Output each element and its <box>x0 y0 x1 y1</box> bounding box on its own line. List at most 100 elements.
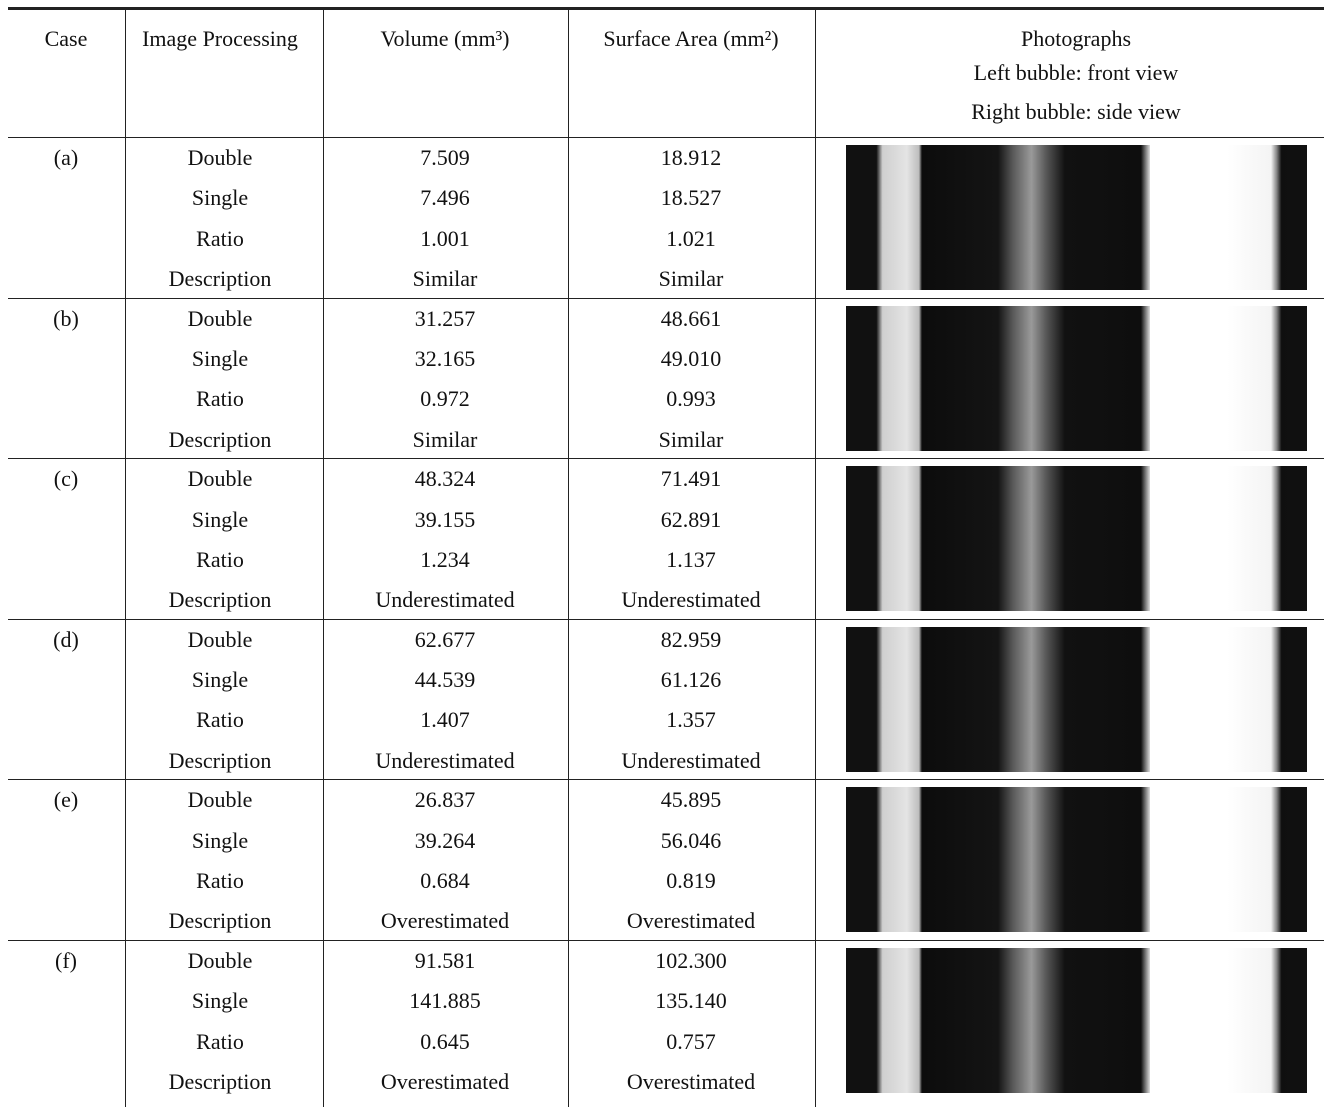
photo-caption: Left bubble: front view <box>974 60 1179 86</box>
volume-cell: 1.234 <box>420 547 470 573</box>
case-label: (f) <box>55 948 77 974</box>
processing-type: Double <box>188 948 253 974</box>
front-view-photo <box>846 787 1150 932</box>
processing-type: Description <box>169 427 272 453</box>
area-cell: 18.527 <box>661 185 722 211</box>
area-cell: Overestimated <box>627 1069 755 1095</box>
area-cell: Underestimated <box>621 748 760 774</box>
header-rule <box>8 137 1324 138</box>
area-cell: 102.300 <box>655 948 727 974</box>
side-view-photo <box>1227 948 1307 1093</box>
column-header: Case <box>45 26 88 52</box>
volume-cell: 0.972 <box>420 386 470 412</box>
row-rule <box>8 298 1324 299</box>
side-view-photo <box>1227 466 1307 611</box>
side-view-photo <box>1227 306 1307 451</box>
column-header: Surface Area (mm²) <box>603 26 778 52</box>
area-cell: 18.912 <box>661 145 722 171</box>
volume-cell: 141.885 <box>409 988 481 1014</box>
area-cell: 82.959 <box>661 627 722 653</box>
case-label: (b) <box>53 306 79 332</box>
front-view-photo <box>846 948 1150 1093</box>
volume-cell: Underestimated <box>375 748 514 774</box>
volume-cell: Similar <box>413 427 478 453</box>
processing-type: Double <box>188 787 253 813</box>
front-view-photo <box>846 466 1150 611</box>
processing-type: Ratio <box>196 386 244 412</box>
front-view-photo <box>846 627 1150 772</box>
processing-type: Single <box>192 185 248 211</box>
volume-cell: 48.324 <box>415 466 476 492</box>
table-page: Case Image Processing Volume (mm³) Surface … <box>0 0 1324 1107</box>
volume-cell: 7.509 <box>420 145 470 171</box>
column-header: Image Processing <box>142 26 298 52</box>
processing-type: Ratio <box>196 1029 244 1055</box>
area-cell: 71.491 <box>661 466 722 492</box>
area-cell: 56.046 <box>661 828 722 854</box>
area-cell: 49.010 <box>661 346 722 372</box>
volume-cell: 62.677 <box>415 627 476 653</box>
area-cell: 1.021 <box>666 226 716 252</box>
case-label: (d) <box>53 627 79 653</box>
volume-cell: Overestimated <box>381 1069 509 1095</box>
column-header: Photographs <box>1021 26 1131 52</box>
processing-type: Description <box>169 748 272 774</box>
area-cell: 135.140 <box>655 988 727 1014</box>
case-label: (a) <box>54 145 78 171</box>
processing-type: Single <box>192 988 248 1014</box>
area-cell: Similar <box>659 427 724 453</box>
processing-type: Description <box>169 266 272 292</box>
column-rule <box>323 10 324 1107</box>
processing-type: Double <box>188 627 253 653</box>
area-cell: Overestimated <box>627 908 755 934</box>
volume-cell: Similar <box>413 266 478 292</box>
side-view-photo <box>1227 145 1307 290</box>
processing-type: Double <box>188 306 253 332</box>
processing-type: Single <box>192 667 248 693</box>
volume-cell: 26.837 <box>415 787 476 813</box>
volume-cell: 91.581 <box>415 948 476 974</box>
volume-cell: Underestimated <box>375 587 514 613</box>
volume-cell: 31.257 <box>415 306 476 332</box>
processing-type: Description <box>169 908 272 934</box>
processing-type: Single <box>192 507 248 533</box>
photo-caption: Right bubble: side view <box>971 99 1181 125</box>
column-rule <box>568 10 569 1107</box>
area-cell: 61.126 <box>661 667 722 693</box>
volume-cell: 39.155 <box>415 507 476 533</box>
case-label: (e) <box>54 787 78 813</box>
processing-type: Description <box>169 587 272 613</box>
side-view-photo <box>1227 787 1307 932</box>
row-rule <box>8 619 1324 620</box>
row-rule <box>8 940 1324 941</box>
volume-cell: 0.684 <box>420 868 470 894</box>
volume-cell: 1.407 <box>420 707 470 733</box>
area-cell: 45.895 <box>661 787 722 813</box>
column-header: Volume (mm³) <box>380 26 509 52</box>
volume-cell: 7.496 <box>420 185 470 211</box>
volume-cell: 32.165 <box>415 346 476 372</box>
front-view-photo <box>846 145 1150 290</box>
area-cell: 0.819 <box>666 868 716 894</box>
volume-cell: 39.264 <box>415 828 476 854</box>
row-rule <box>8 779 1324 780</box>
side-view-photo <box>1227 627 1307 772</box>
top-rule <box>8 7 1324 10</box>
volume-cell: 0.645 <box>420 1029 470 1055</box>
processing-type: Single <box>192 828 248 854</box>
area-cell: 62.891 <box>661 507 722 533</box>
processing-type: Double <box>188 145 253 171</box>
volume-cell: 1.001 <box>420 226 470 252</box>
case-label: (c) <box>54 466 78 492</box>
area-cell: Similar <box>659 266 724 292</box>
column-rule <box>815 10 816 1107</box>
processing-type: Ratio <box>196 226 244 252</box>
processing-type: Ratio <box>196 707 244 733</box>
area-cell: 0.757 <box>666 1029 716 1055</box>
processing-type: Double <box>188 466 253 492</box>
processing-type: Ratio <box>196 547 244 573</box>
volume-cell: Overestimated <box>381 908 509 934</box>
row-rule <box>8 458 1324 459</box>
area-cell: 1.357 <box>666 707 716 733</box>
area-cell: Underestimated <box>621 587 760 613</box>
